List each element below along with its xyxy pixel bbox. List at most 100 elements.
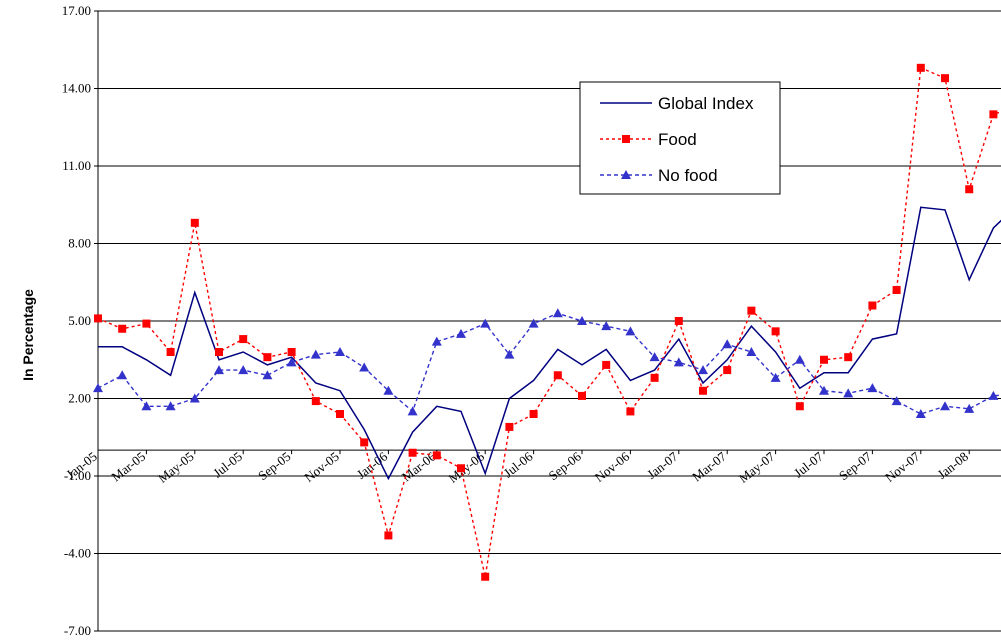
point-food	[432, 451, 441, 460]
point-no-food	[262, 370, 273, 380]
point-no-food	[988, 390, 999, 400]
point-no-food	[189, 393, 200, 403]
x-tick-label: May-05	[155, 449, 197, 486]
point-food	[820, 355, 828, 364]
point-no-food	[141, 401, 152, 411]
x-tick-label: Mar-05	[108, 449, 148, 485]
point-food	[481, 572, 490, 581]
point-no-food	[238, 365, 249, 375]
x-tick-label: Jan-07	[644, 448, 681, 481]
legend-box	[579, 81, 781, 195]
x-tick-label: Sep-05	[255, 449, 293, 484]
point-no-food	[214, 365, 224, 375]
point-no-food	[891, 396, 902, 406]
point-no-food	[601, 321, 612, 331]
y-tick-label: 5.00	[68, 313, 91, 328]
point-no-food	[867, 383, 878, 393]
point-food	[408, 448, 417, 457]
y-tick-label: -1.00	[64, 468, 91, 483]
point-no-food	[843, 388, 854, 398]
point-no-food	[964, 403, 975, 413]
point-no-food	[940, 401, 950, 411]
point-no-food	[577, 316, 587, 325]
point-no-food	[819, 385, 829, 395]
point-no-food	[770, 372, 781, 382]
point-food	[336, 410, 344, 418]
legend-label-no-food: No food	[658, 166, 718, 185]
point-no-food	[117, 370, 128, 380]
point-food	[529, 410, 538, 418]
point-no-food	[310, 349, 321, 359]
series-global-index	[98, 206, 1001, 481]
point-no-food	[552, 308, 563, 318]
y-tick-label: 2.00	[68, 391, 91, 406]
point-food	[699, 386, 707, 395]
point-no-food	[480, 318, 491, 328]
point-no-food	[456, 328, 466, 338]
point-food	[94, 314, 102, 323]
y-tick-label: -7.00	[64, 623, 91, 638]
point-food	[457, 464, 465, 473]
point-no-food	[794, 354, 805, 364]
point-food	[215, 348, 223, 356]
point-food	[553, 371, 562, 380]
x-tick-label: May-07	[736, 448, 778, 485]
series-line-food	[97, 66, 1001, 577]
point-no-food	[504, 349, 515, 359]
x-tick-label: Sep-06	[546, 448, 585, 483]
legend-label-food: Food	[658, 130, 697, 149]
point-food	[916, 63, 925, 72]
x-tick-label: Nov-05	[301, 449, 342, 485]
x-tick-label: Jan-06	[354, 448, 391, 481]
point-no-food	[722, 339, 733, 349]
point-no-food	[915, 409, 926, 418]
point-no-food	[407, 406, 418, 416]
point-food	[747, 306, 756, 315]
point-food	[287, 348, 296, 356]
point-food	[771, 327, 780, 336]
legend-marker-no-food	[621, 170, 631, 179]
y-tick-label: 17.00	[62, 3, 91, 18]
x-tick-label: May-06	[445, 448, 487, 485]
point-no-food	[93, 383, 103, 393]
legend: Global Index Food No food	[579, 81, 781, 195]
y-tick-label: 8.00	[68, 236, 91, 251]
point-food	[795, 402, 804, 411]
point-no-food	[528, 318, 539, 328]
point-no-food	[286, 357, 297, 367]
series-food	[94, 63, 1001, 581]
point-no-food	[359, 362, 370, 372]
point-food	[650, 373, 659, 382]
point-food	[989, 110, 998, 119]
point-food	[263, 353, 272, 362]
series-group	[93, 63, 1001, 581]
series-line-global-index	[98, 206, 1001, 481]
point-food	[190, 218, 199, 227]
point-no-food	[625, 326, 636, 336]
point-food	[360, 438, 369, 447]
point-food	[602, 360, 611, 369]
point-food	[505, 422, 514, 431]
point-food	[142, 319, 151, 328]
y-tick-label: 14.00	[62, 81, 91, 96]
point-food	[578, 391, 586, 400]
point-food	[941, 74, 949, 83]
point-no-food	[431, 336, 442, 346]
point-food	[965, 185, 974, 194]
x-tick-label: Jan-08	[934, 449, 971, 482]
point-food	[239, 335, 248, 344]
point-food	[844, 353, 853, 362]
series-no-food	[93, 308, 1001, 418]
point-no-food	[698, 365, 708, 375]
point-no-food	[649, 352, 660, 362]
y-tick-labels: 17.00 14.00 11.00 8.00 5.00 2.00 -1.00 -4.00 -7.…	[62, 3, 98, 638]
point-food	[118, 324, 127, 333]
x-tick-labels: Jan-05 Mar-05 May-05 Jul-05 Sep-05 Nov-05 Jan-…	[63, 448, 971, 485]
point-food	[723, 366, 732, 375]
point-food	[868, 301, 877, 310]
point-food	[166, 348, 175, 356]
point-no-food	[746, 347, 757, 356]
point-food	[674, 317, 683, 325]
point-food	[384, 531, 393, 540]
